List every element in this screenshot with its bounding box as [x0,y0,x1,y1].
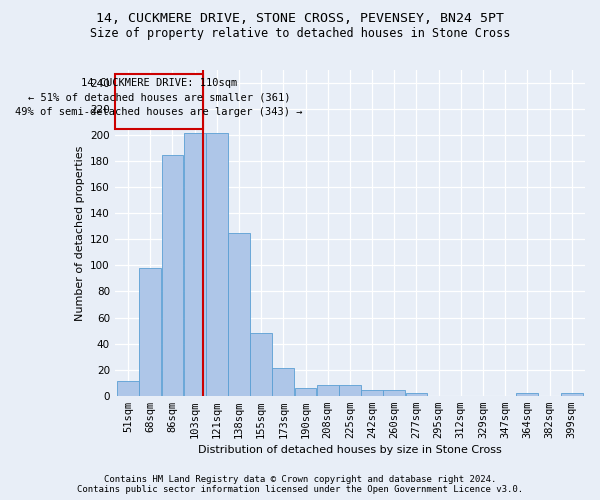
Bar [117,382,139,396]
Bar [272,368,294,396]
X-axis label: Distribution of detached houses by size in Stone Cross: Distribution of detached houses by size … [198,445,502,455]
Bar [228,233,250,396]
Text: 49% of semi-detached houses are larger (343) →: 49% of semi-detached houses are larger (… [16,106,303,117]
Text: ← 51% of detached houses are smaller (361): ← 51% of detached houses are smaller (36… [28,92,290,102]
Bar [361,390,383,396]
Bar [206,132,227,396]
Y-axis label: Number of detached properties: Number of detached properties [74,145,85,320]
FancyBboxPatch shape [115,74,203,128]
Bar [250,333,272,396]
Text: Contains HM Land Registry data © Crown copyright and database right 2024.: Contains HM Land Registry data © Crown c… [104,475,496,484]
Text: 14, CUCKMERE DRIVE, STONE CROSS, PEVENSEY, BN24 5PT: 14, CUCKMERE DRIVE, STONE CROSS, PEVENSE… [96,12,504,26]
Bar [561,393,583,396]
Text: Contains public sector information licensed under the Open Government Licence v3: Contains public sector information licen… [77,485,523,494]
Bar [161,154,184,396]
Bar [517,393,538,396]
Bar [139,268,161,396]
Bar [406,393,427,396]
Bar [184,132,206,396]
Bar [317,386,338,396]
Text: Size of property relative to detached houses in Stone Cross: Size of property relative to detached ho… [90,27,510,40]
Bar [383,390,405,396]
Text: 14 CUCKMERE DRIVE: 110sqm: 14 CUCKMERE DRIVE: 110sqm [81,78,238,88]
Bar [295,388,316,396]
Bar [339,386,361,396]
